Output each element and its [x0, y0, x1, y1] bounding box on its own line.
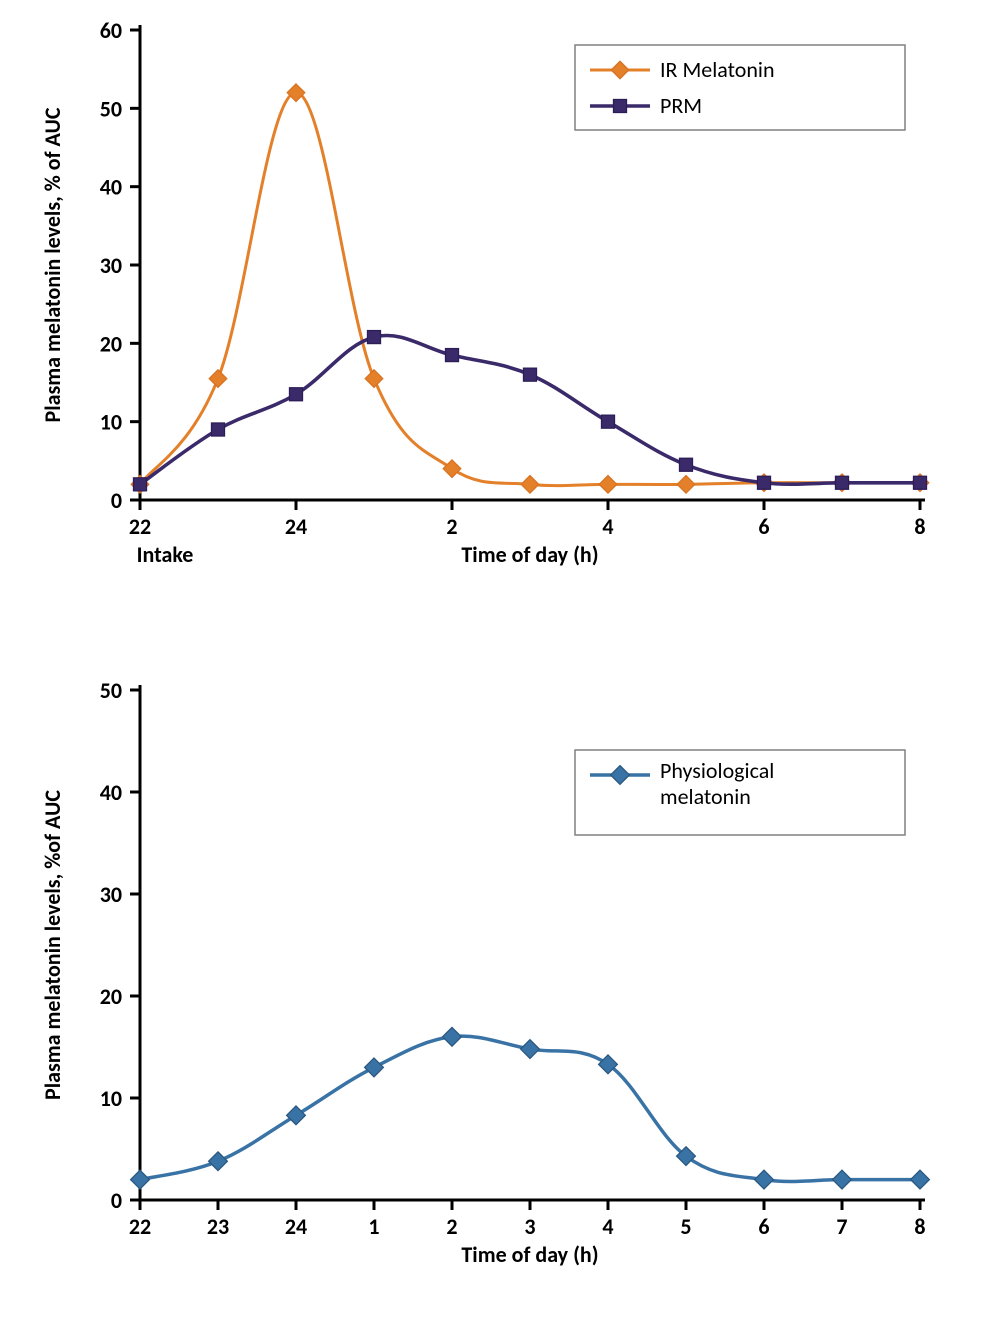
svg-text:Plasma melatonin levels, %of A: Plasma melatonin levels, %of AUC	[39, 790, 66, 1100]
svg-text:Time of day (h): Time of day (h)	[461, 1241, 598, 1268]
chart2-titles: Plasma melatonin levels, %of AUC Time of …	[39, 790, 599, 1268]
svg-text:4: 4	[602, 1213, 613, 1240]
chart2-series	[131, 1027, 930, 1189]
svg-text:2: 2	[446, 513, 457, 540]
svg-text:40: 40	[100, 174, 122, 201]
svg-text:30: 30	[100, 881, 122, 908]
svg-text:30: 30	[100, 252, 122, 279]
svg-text:Plasma melatonin levels, % of: Plasma melatonin levels, % of AUC	[39, 107, 66, 422]
svg-text:40: 40	[100, 779, 122, 806]
svg-text:50: 50	[100, 95, 122, 122]
svg-text:Intake: Intake	[137, 541, 194, 568]
svg-text:8: 8	[914, 513, 925, 540]
svg-text:7: 7	[836, 1213, 847, 1240]
bottom-chart: 2223241234567801020304050 Physiologicalm…	[0, 620, 998, 1320]
chart1-legend: IR Melatonin PRM	[575, 45, 905, 130]
svg-text:2: 2	[446, 1213, 457, 1240]
svg-text:melatonin: melatonin	[660, 783, 751, 810]
svg-text:10: 10	[100, 409, 122, 436]
svg-text:20: 20	[100, 983, 122, 1010]
chart1-axes: 222424680102030405060	[100, 17, 926, 540]
svg-text:24: 24	[285, 513, 307, 540]
svg-text:8: 8	[914, 1213, 925, 1240]
chart2-legend: Physiologicalmelatonin	[575, 750, 905, 835]
svg-text:0: 0	[111, 1187, 122, 1214]
svg-text:Physiological: Physiological	[660, 757, 774, 784]
svg-text:50: 50	[100, 677, 122, 704]
svg-text:60: 60	[100, 17, 122, 44]
svg-text:5: 5	[680, 1213, 691, 1240]
svg-text:0: 0	[111, 487, 122, 514]
svg-text:IR Melatonin: IR Melatonin	[660, 56, 775, 83]
svg-text:10: 10	[100, 1085, 122, 1112]
svg-text:PRM: PRM	[660, 92, 702, 119]
svg-text:4: 4	[602, 513, 613, 540]
svg-text:1: 1	[368, 1213, 379, 1240]
chart2-axes: 2223241234567801020304050	[100, 677, 926, 1240]
svg-text:Time of day (h): Time of day (h)	[461, 541, 598, 568]
svg-text:22: 22	[129, 513, 151, 540]
top-chart: 222424680102030405060 IR MelatoninPRM Pl…	[0, 0, 998, 620]
svg-text:20: 20	[100, 330, 122, 357]
svg-text:23: 23	[207, 1213, 229, 1240]
svg-text:6: 6	[758, 1213, 769, 1240]
chart1-series	[131, 84, 929, 493]
svg-text:22: 22	[129, 1213, 151, 1240]
svg-text:24: 24	[285, 1213, 307, 1240]
svg-text:3: 3	[524, 1213, 535, 1240]
svg-text:6: 6	[758, 513, 769, 540]
